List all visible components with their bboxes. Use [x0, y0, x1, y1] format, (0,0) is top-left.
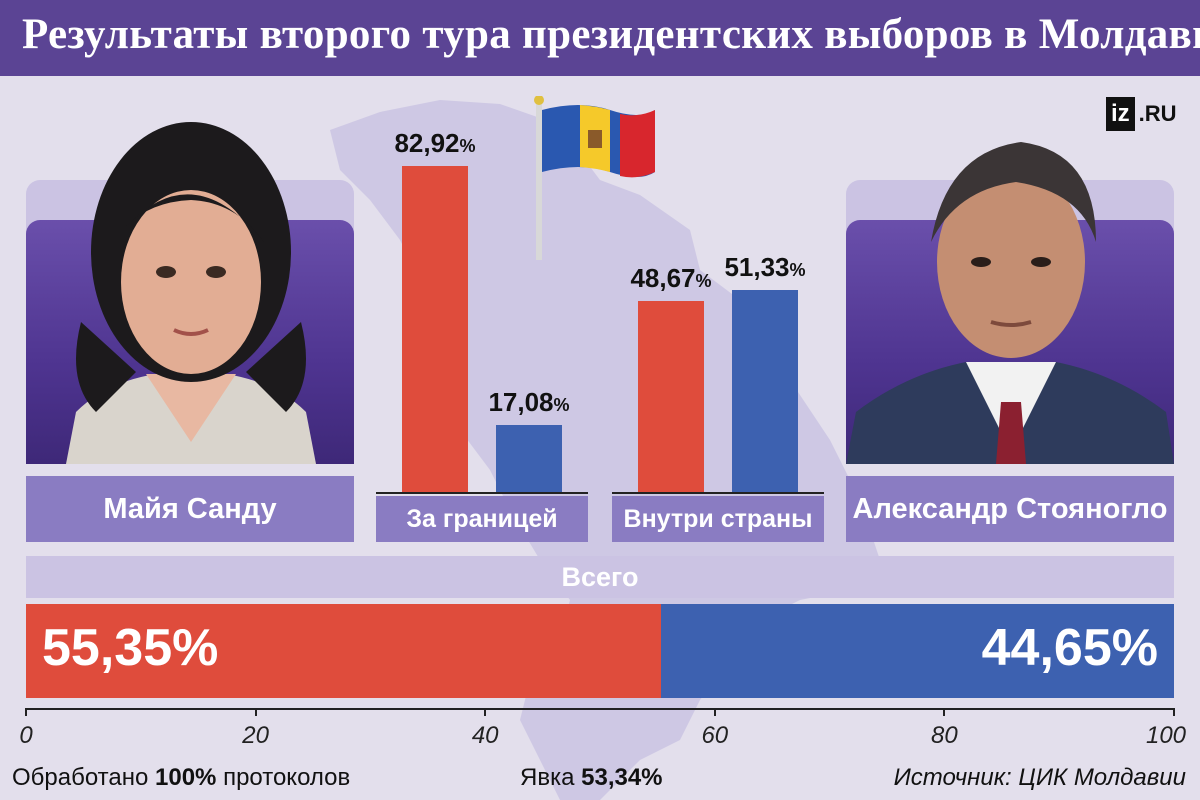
processed-note: Обработано 100% протоколов: [12, 764, 350, 792]
logo-suffix: .RU: [1138, 101, 1177, 126]
header-bar: Результаты второго тура президентских вы…: [0, 0, 1200, 76]
domestic-baseline: [612, 492, 824, 494]
total-segment-label: 44,65%: [981, 619, 1158, 677]
bar-value-percent-sign: %: [553, 394, 570, 415]
moldova-flag-icon: [534, 96, 655, 260]
stoianoglo-portrait: [846, 142, 1174, 464]
group-label-abroad: За границей: [376, 496, 588, 542]
abroad-baseline: [376, 492, 588, 494]
x-axis-line: [26, 708, 1174, 710]
bar-value-number: 82,92: [394, 128, 460, 159]
total-segment-label: 55,35%: [42, 619, 219, 677]
page-title: Результаты второго тура президентских вы…: [22, 11, 1200, 58]
total-segment-sandu: 55,35%: [26, 604, 662, 698]
total-label: Всего: [26, 556, 1174, 598]
turnout-note: Явка 53,34%: [520, 764, 663, 792]
bar-domestic-sandu: [638, 300, 704, 492]
x-axis-tick-label: 0: [19, 722, 33, 749]
total-segment-stoianoglo: 44,65%: [661, 604, 1174, 698]
bar-value-number: 48,67: [630, 262, 696, 293]
x-axis-tick-label: 80: [931, 722, 958, 749]
x-axis-tick: [25, 708, 27, 716]
x-axis-tick: [713, 708, 716, 716]
group-label-domestic: Внутри страны: [612, 496, 824, 542]
x-axis-tick-label: 40: [471, 722, 499, 749]
processed-suffix: протоколов: [216, 764, 351, 791]
bar-value-label: 48,67%: [598, 263, 744, 294]
bar-abroad-sandu: [402, 166, 468, 492]
bar-value-label: 17,08%: [456, 387, 602, 418]
candidate-name-stoianoglo: Александр Стояногло: [846, 476, 1174, 542]
bar-value-number: 51,33: [724, 252, 790, 283]
turnout-value: 53,34%: [581, 764, 663, 791]
x-axis-tick: [254, 708, 257, 716]
processed-value: 100%: [155, 764, 217, 791]
x-axis-tick: [484, 708, 487, 716]
bar-value-percent-sign: %: [459, 136, 476, 157]
source-note: Источник: ЦИК Молдавии: [893, 764, 1186, 791]
bar-value-percent-sign: %: [789, 260, 806, 281]
x-axis-tick: [1173, 708, 1175, 716]
sandu-portrait: [66, 122, 316, 464]
processed-prefix: Обработано: [12, 764, 156, 791]
bar-value-label: 82,92%: [362, 128, 508, 159]
x-axis-tick-label: 20: [242, 722, 269, 749]
candidate-name-sandu: Майя Санду: [26, 476, 354, 542]
bar-value-number: 17,08: [488, 386, 554, 417]
x-axis-tick: [943, 708, 946, 716]
bar-domestic-stoianoglo: [732, 290, 798, 492]
logo-mark: iz: [1106, 97, 1135, 131]
izvestia-logo: iz .RU: [1106, 96, 1177, 132]
x-axis-tick-label: 60: [701, 722, 729, 749]
turnout-prefix: Явка: [520, 764, 582, 791]
x-axis-tick-label: 100: [1145, 722, 1187, 749]
bar-value-percent-sign: %: [695, 270, 712, 291]
bar-value-label: 51,33%: [692, 252, 838, 283]
bar-abroad-stoianoglo: [496, 424, 562, 492]
